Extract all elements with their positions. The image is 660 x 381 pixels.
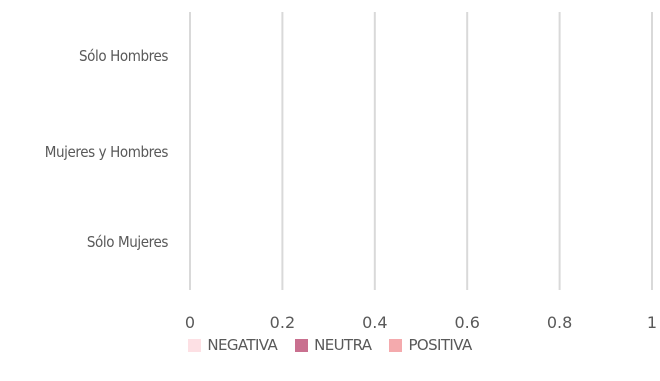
legend-item-negativa[interactable]: NEGATIVA [188,336,278,354]
legend-swatch-positiva [389,338,403,352]
category-labels: Sólo Hombres Mujeres y Hombres Sólo Muje… [45,47,169,251]
legend-swatch-neutra [295,338,309,352]
category-label-solo-hombres: Sólo Hombres [79,47,168,65]
x-tick-0: 0 [185,313,195,332]
x-tick-1: 1 [647,313,657,332]
x-tick-0-6: 0.6 [454,313,479,332]
gridlines [189,12,653,290]
legend-label-positiva: POSITIVA [408,336,472,354]
x-tick-labels: 0 0.2 0.4 0.6 0.8 1 [185,313,657,332]
legend-swatch-negativa [188,338,202,352]
legend: NEGATIVA NEUTRA POSITIVA [0,336,660,354]
category-label-mujeres-y-hombres: Mujeres y Hombres [45,143,169,161]
legend-label-neutra: NEUTRA [314,336,372,354]
x-tick-0-2: 0.2 [270,313,295,332]
legend-item-neutra[interactable]: NEUTRA [295,336,372,354]
legend-item-positiva[interactable]: POSITIVA [389,336,472,354]
legend-label-negativa: NEGATIVA [207,336,278,354]
category-label-solo-mujeres: Sólo Mujeres [87,233,168,251]
x-tick-0-4: 0.4 [362,313,387,332]
x-tick-0-8: 0.8 [547,313,572,332]
